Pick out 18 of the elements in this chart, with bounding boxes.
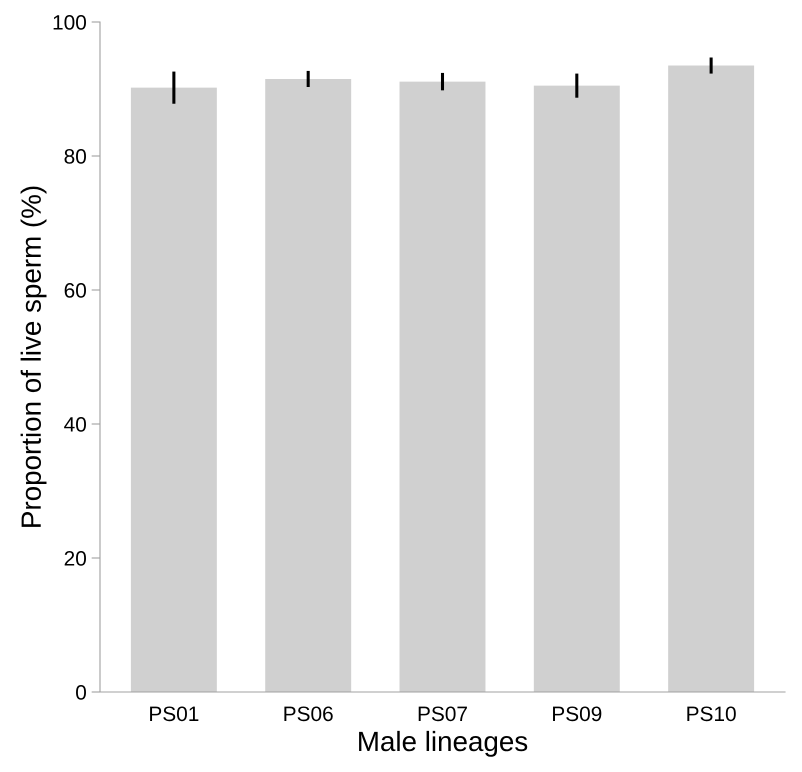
- x-tick-label: PS06: [284, 706, 333, 722]
- bar: [400, 82, 486, 692]
- bar: [534, 86, 620, 692]
- y-tick-label: 40: [64, 417, 86, 432]
- y-tick-label: 20: [64, 551, 86, 566]
- y-tick-label: 100: [54, 15, 86, 30]
- bar: [130, 88, 217, 692]
- y-tick-label: 60: [64, 283, 86, 298]
- bar: [265, 78, 352, 692]
- x-axis-title: Male lineages: [359, 730, 528, 757]
- x-tick-label: PS01: [150, 706, 198, 722]
- x-tick-label: PS10: [687, 706, 736, 722]
- y-axis-title: Proportion of live sperm (%): [20, 186, 46, 527]
- x-tick-label: PS09: [553, 706, 602, 722]
- x-tick-label: PS07: [418, 706, 467, 722]
- y-tick-label: 80: [64, 149, 86, 164]
- bar: [668, 66, 754, 692]
- y-tick-label: 0: [76, 685, 86, 700]
